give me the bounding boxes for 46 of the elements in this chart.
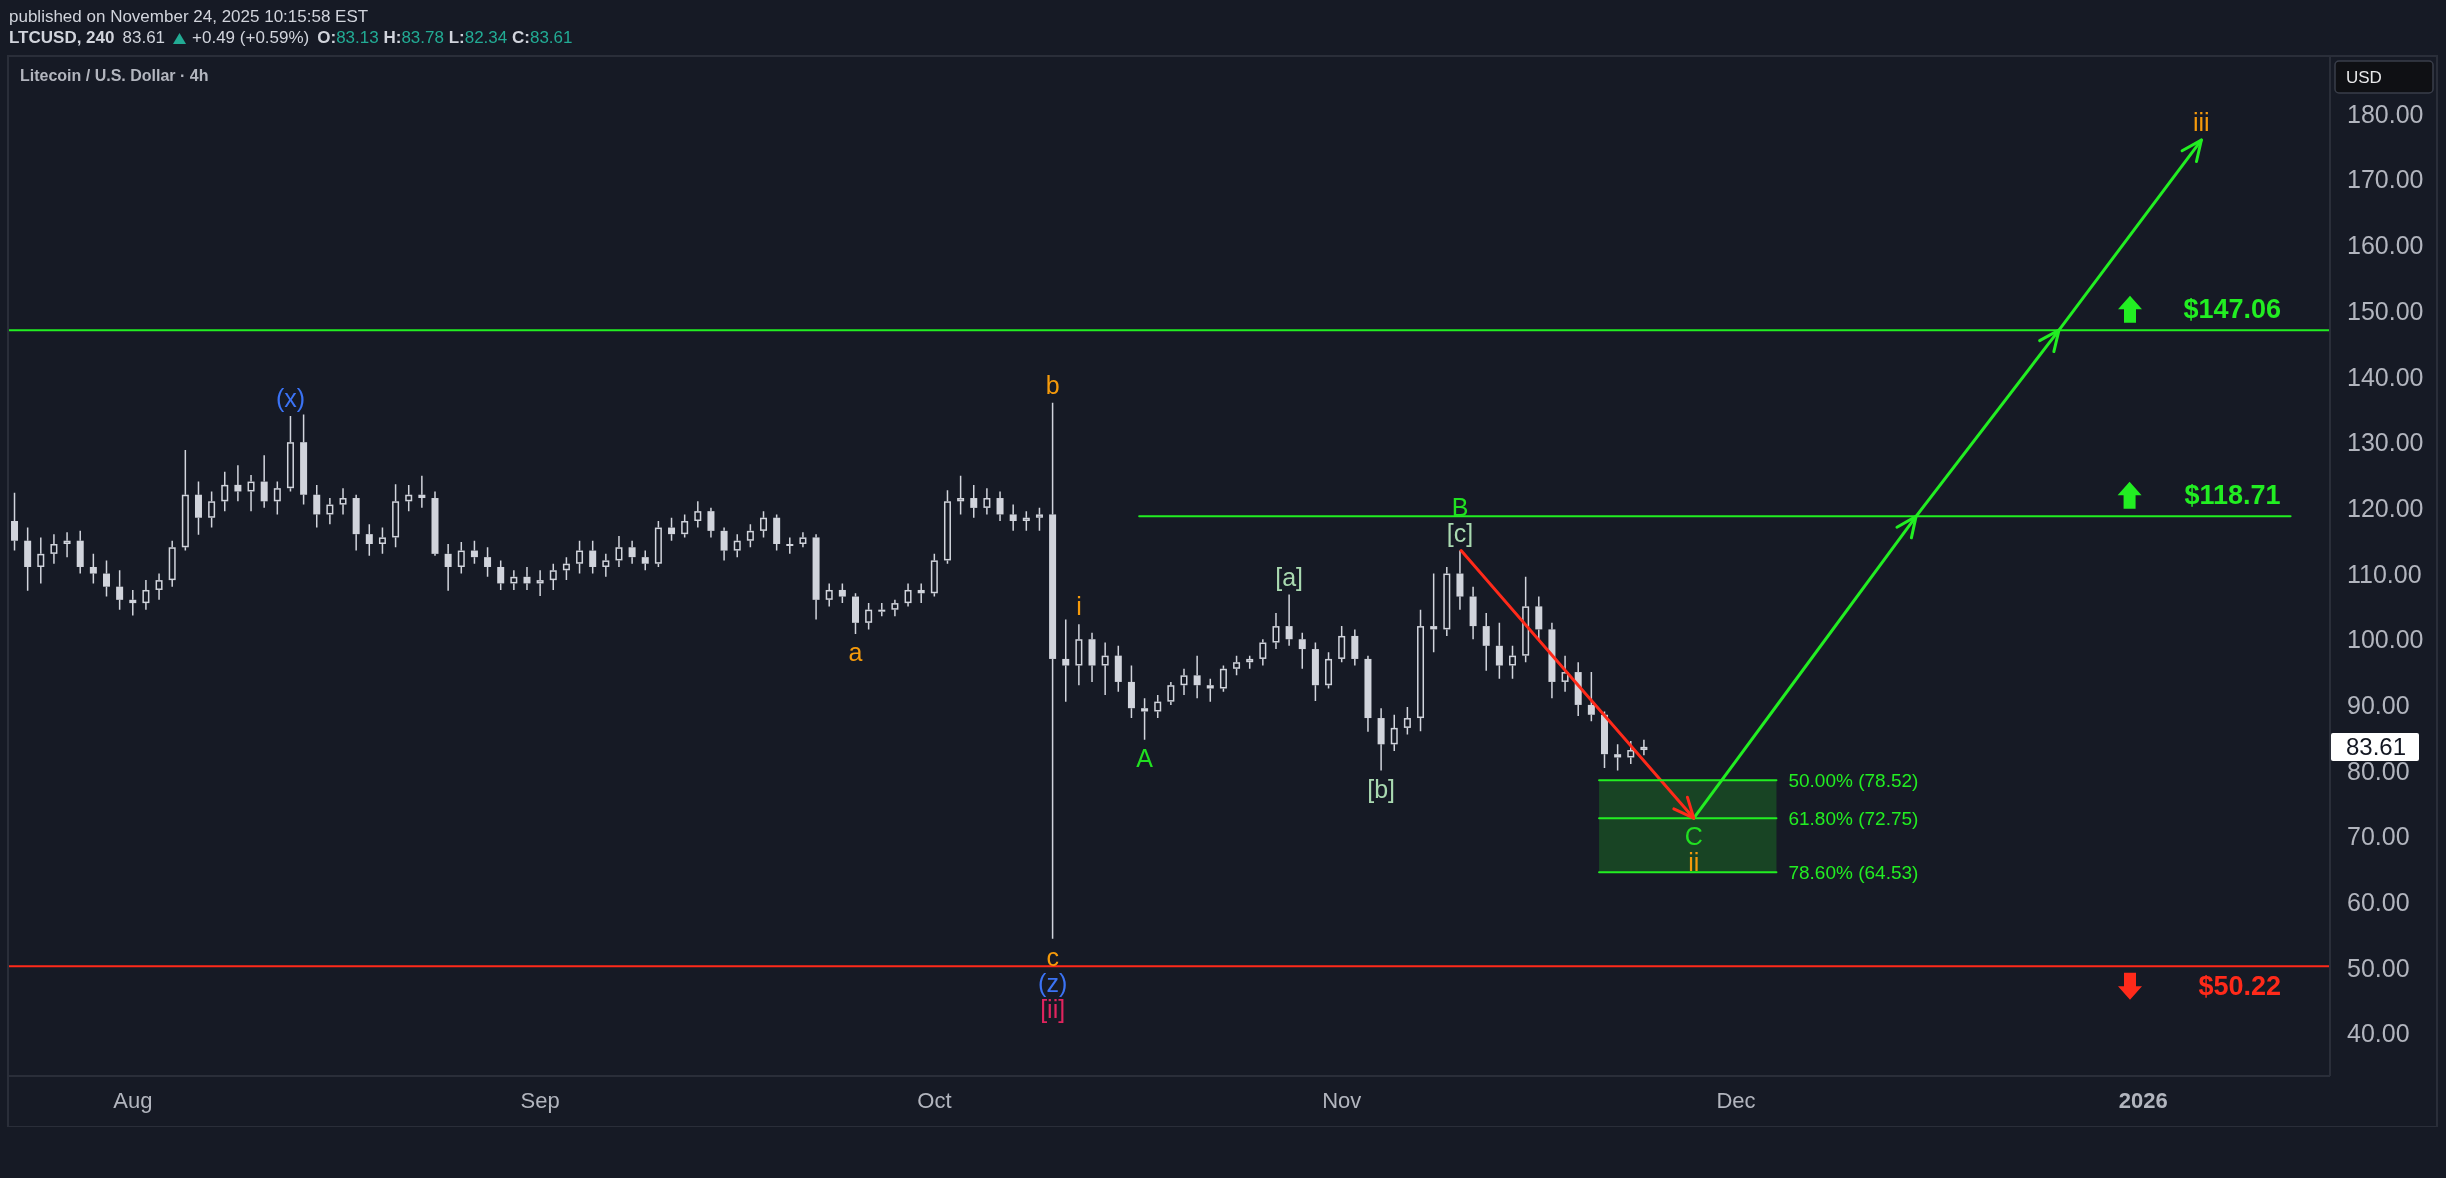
y-tick-label: 180.00 <box>2347 99 2424 128</box>
x-tick-label: Dec <box>1716 1087 1756 1113</box>
y-tick-label: 160.00 <box>2347 231 2424 260</box>
annotation: (x) <box>275 383 306 412</box>
annotation: iii <box>2193 108 2210 137</box>
annotation: C <box>1684 822 1703 851</box>
text: LTCUSD, 240 <box>9 28 115 48</box>
ref-line-label: $50.22 <box>2198 971 2281 1002</box>
text: Litecoin / U.S. Dollar · 4h <box>20 67 209 85</box>
ref-line-label: $147.06 <box>2183 294 2281 325</box>
annotation: ii <box>1688 848 1700 877</box>
y-tick-label: 100.00 <box>2347 625 2424 654</box>
y-tick-label: 130.00 <box>2347 428 2424 457</box>
x-tick-label: Sep <box>520 1087 560 1113</box>
y-tick-label: 70.00 <box>2347 822 2410 851</box>
y-tick-label: 170.00 <box>2347 165 2424 194</box>
x-tick-label: Oct <box>917 1087 952 1113</box>
text: O:83.13 H:83.78 L:82.34 C:83.61 <box>317 28 573 47</box>
y-tick-label: 40.00 <box>2347 1019 2410 1048</box>
y-tick-label: 60.00 <box>2347 887 2410 916</box>
annotation: i <box>1076 592 1082 621</box>
y-tick-label: 120.00 <box>2347 493 2424 522</box>
chart-subtitle: published on November 24, 2025 10:15:58 EST <box>9 7 369 27</box>
y-tick-label: 140.00 <box>2347 362 2424 391</box>
series-label: 50.00% (78.52) <box>1788 769 1919 791</box>
legend-label: $118.71 <box>2184 480 2281 511</box>
y-tick-label: 50.00 <box>2347 953 2410 982</box>
annotation: [a] <box>1275 562 1304 591</box>
series-label: 78.60% (64.53) <box>1788 861 1919 883</box>
y-axis-title: USD <box>2346 67 2382 87</box>
annotation: [c] <box>1446 518 1474 547</box>
text: 83.61 <box>122 28 166 47</box>
x-tick-label: Aug <box>113 1087 153 1113</box>
y-tick-label: 90.00 <box>2347 690 2410 719</box>
y-tick-label: 150.00 <box>2347 296 2424 325</box>
x-tick-label: Nov <box>1322 1087 1362 1113</box>
annotation: b <box>1045 370 1060 399</box>
text: +0.49 (+0.59%) <box>192 28 310 47</box>
series-label: 61.80% (72.75) <box>1788 807 1919 829</box>
y-tick-label: 110.00 <box>2347 559 2422 588</box>
x-tick-label: 2026 <box>2118 1087 2168 1113</box>
annotation: [b] <box>1367 774 1396 803</box>
annotation: A <box>1136 743 1154 772</box>
annotation: B <box>1451 492 1469 521</box>
annotation: c <box>1046 942 1059 971</box>
annotation: a <box>848 637 863 666</box>
